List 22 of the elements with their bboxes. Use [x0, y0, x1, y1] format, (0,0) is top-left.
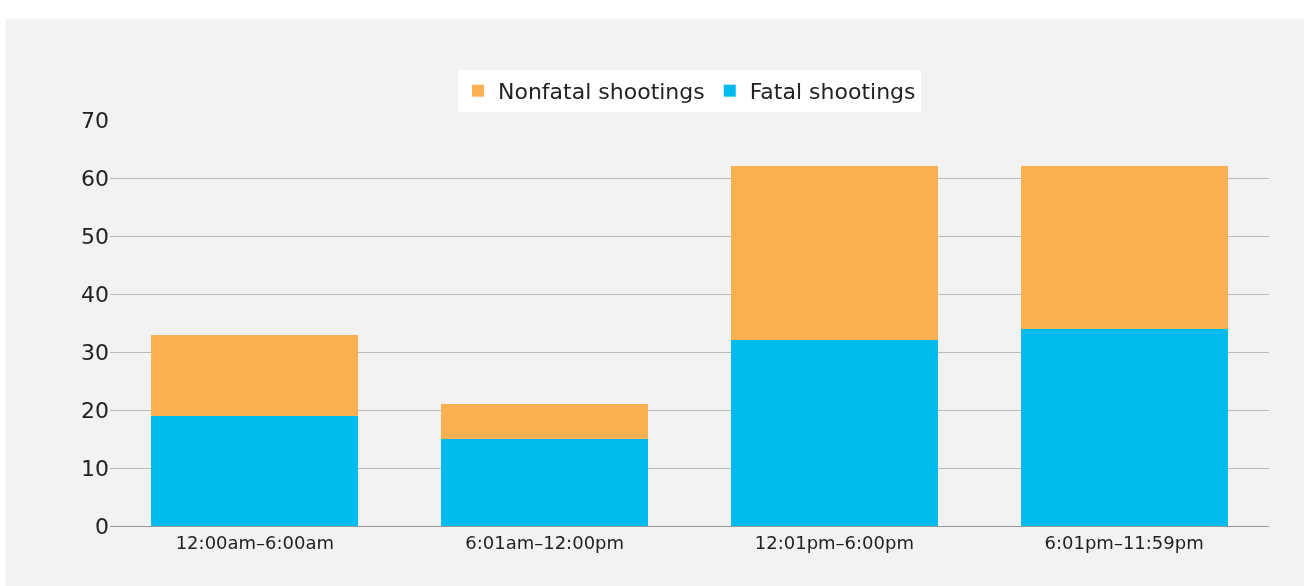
bar — [151, 334, 359, 416]
y-tick-label: 40 — [81, 281, 109, 307]
x-tick-label: 12:01pm–6:00pm — [754, 531, 914, 553]
y-tick-label: 50 — [81, 223, 109, 249]
bar — [1020, 328, 1228, 526]
y-tick-label: 20 — [81, 397, 109, 423]
y-tick-label: 30 — [81, 339, 109, 365]
bar — [441, 439, 649, 526]
y-tick-label: 70 — [81, 107, 109, 133]
y-tick-label: 0 — [95, 513, 109, 539]
x-tick-label: 6:01am–12:00pm — [465, 531, 625, 553]
y-tick-label: 60 — [81, 165, 109, 191]
x-tick-label: 6:01pm–11:59pm — [1044, 531, 1204, 553]
bar — [441, 404, 649, 439]
legend-label: Nonfatal shootings — [498, 79, 705, 105]
bar — [730, 166, 938, 341]
bar — [1020, 166, 1228, 329]
y-tick-label: 10 — [81, 455, 109, 481]
legend-label: Fatal shootings — [749, 79, 916, 105]
bar — [730, 340, 938, 526]
bar — [151, 415, 359, 526]
x-tick-label: 12:00am–6:00am — [175, 531, 335, 553]
